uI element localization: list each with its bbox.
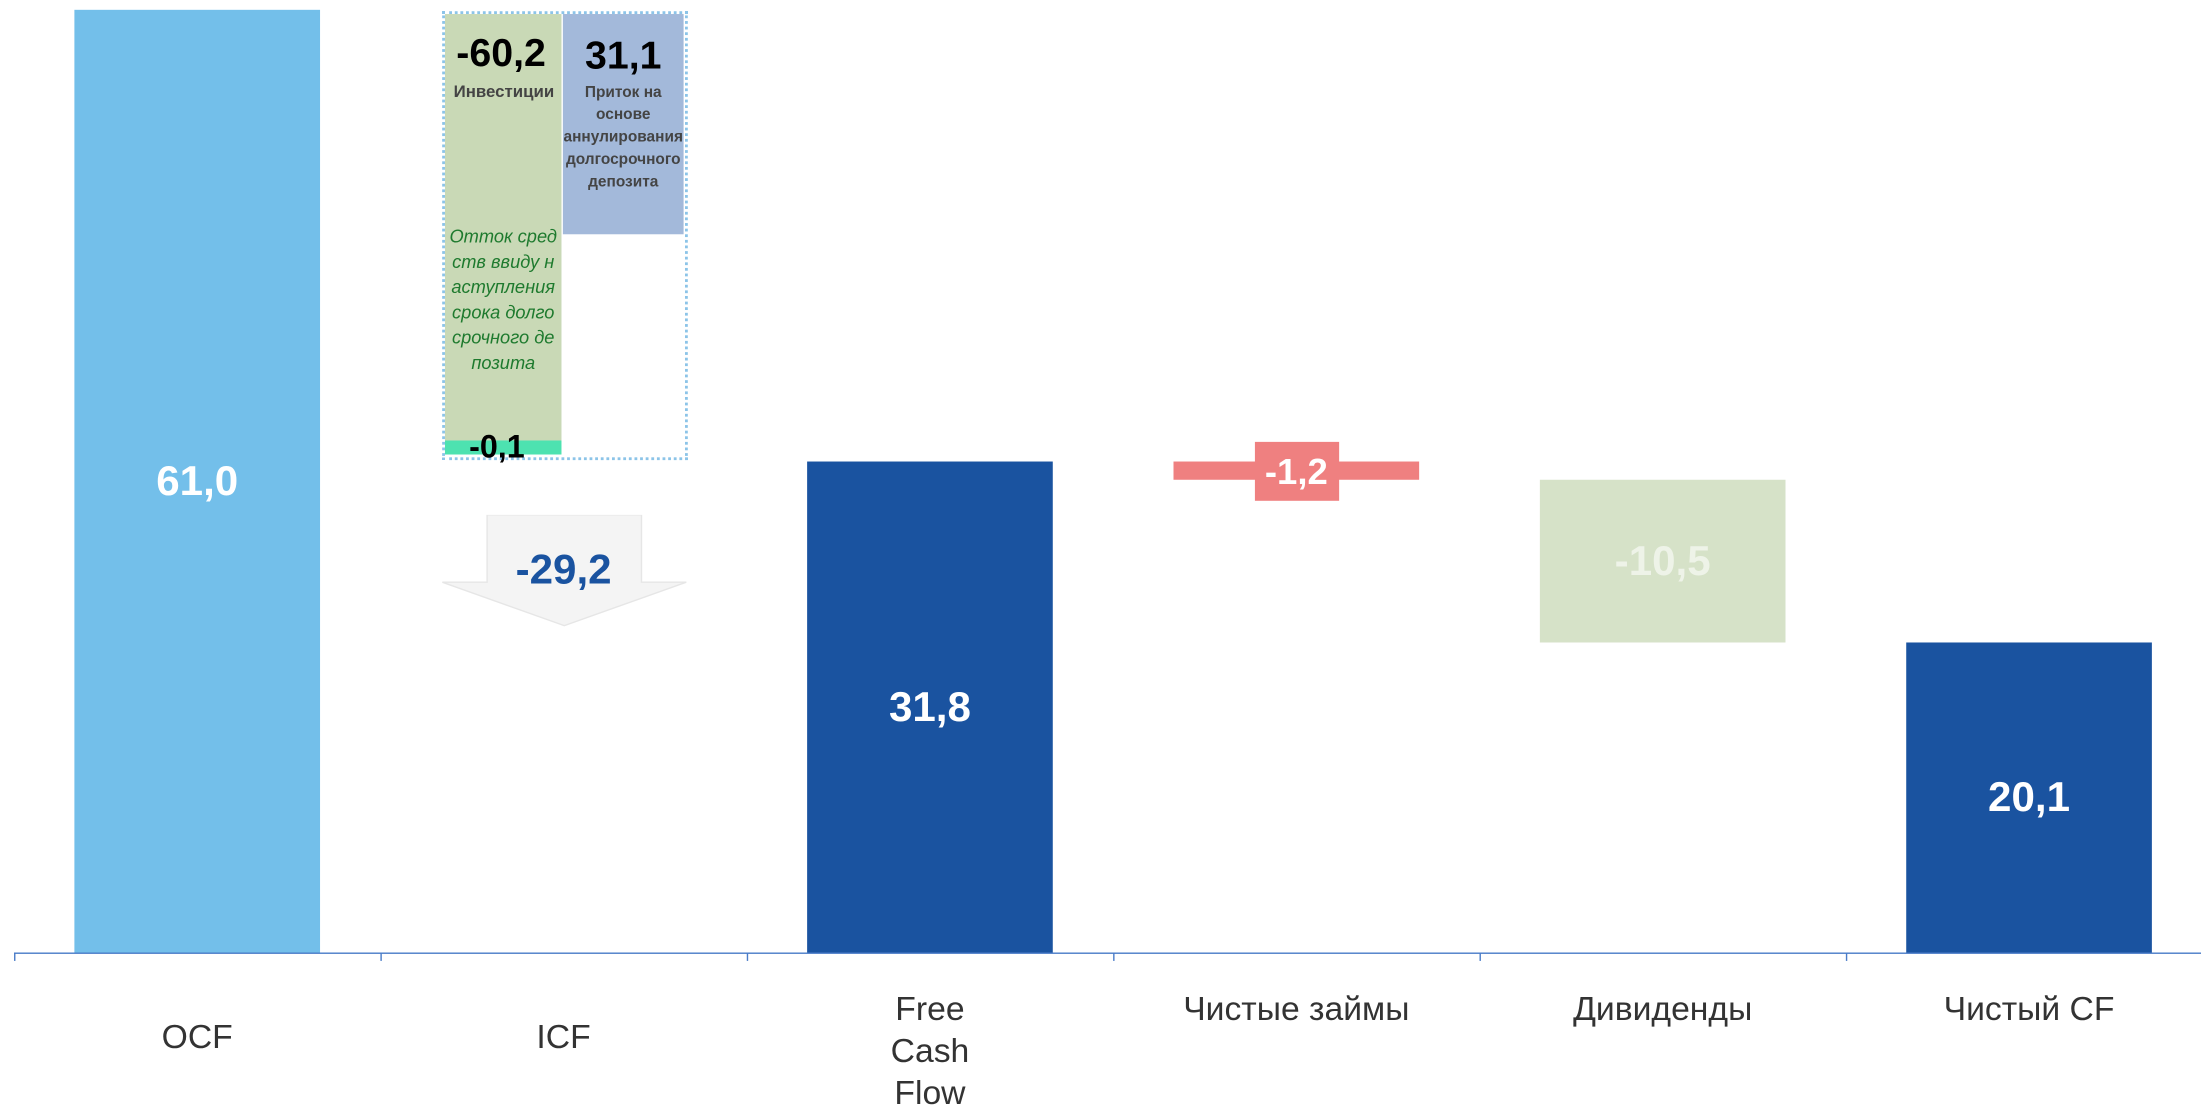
item-label: Инвестиции bbox=[453, 81, 555, 102]
breakdown-frame bbox=[442, 11, 688, 461]
bar bbox=[444, 440, 562, 455]
value-label: -0,1 bbox=[469, 427, 525, 465]
x-axis bbox=[14, 952, 2201, 954]
x-tick-label: Чистый CF bbox=[1943, 990, 2115, 1029]
bar bbox=[1539, 479, 1786, 642]
item-label: Отток средств ввиду наступления срока до… bbox=[449, 225, 557, 374]
bar bbox=[444, 14, 562, 441]
value-label: -1,2 bbox=[1254, 442, 1339, 502]
x-tick-label: Чистые займы bbox=[1183, 990, 1410, 1029]
x-tick bbox=[1845, 952, 1848, 961]
value-label: -29,2 bbox=[515, 547, 612, 594]
item-label: Приток на основе аннулирования долгосроч… bbox=[563, 84, 683, 191]
value-label: 20,1 bbox=[1988, 774, 2071, 822]
bar bbox=[807, 461, 1053, 953]
value-label: 61,0 bbox=[156, 458, 239, 506]
value-label: -10,5 bbox=[1614, 538, 1711, 585]
x-tick-label: Free Cash Flow bbox=[890, 990, 970, 1113]
x-tick bbox=[14, 952, 16, 961]
value-label: 31,1 bbox=[584, 33, 662, 78]
bar bbox=[74, 9, 321, 953]
bar bbox=[1906, 641, 2152, 953]
bar bbox=[562, 14, 684, 235]
x-tick-label: OCF bbox=[161, 1018, 233, 1057]
x-tick-label: ICF bbox=[536, 1018, 591, 1057]
x-tick bbox=[1479, 952, 1481, 961]
value-label: -60,2 bbox=[456, 30, 546, 75]
arrow bbox=[441, 514, 686, 627]
x-tick bbox=[380, 952, 382, 961]
x-tick bbox=[1113, 952, 1115, 961]
value-label: 31,8 bbox=[888, 684, 971, 731]
x-tick bbox=[746, 952, 749, 961]
chart: OCF 61,0 ICF -29,2 Free Cash Flow 31,8 Чистые … bbox=[14, 9, 2201, 1112]
x-tick-label: Дивиденды bbox=[1573, 990, 1753, 1029]
